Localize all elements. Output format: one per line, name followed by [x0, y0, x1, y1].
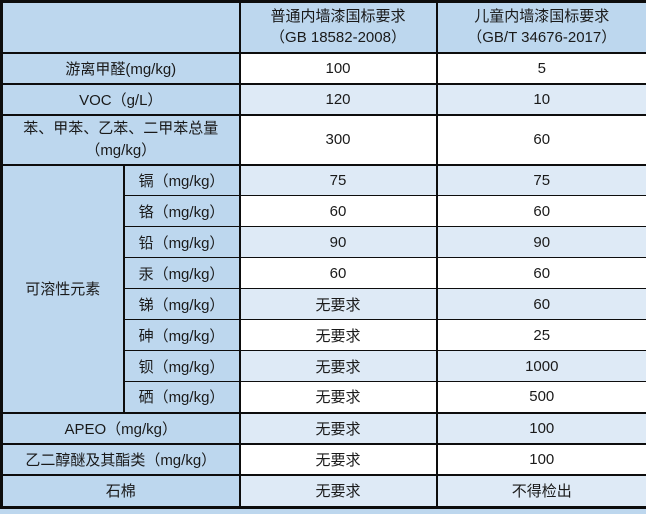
- row-label-line2: （mg/kg）: [85, 141, 157, 159]
- row-label: 苯、甲苯、乙苯、二甲苯总量 （mg/kg）: [0, 113, 241, 166]
- ordinary-value: 75: [238, 164, 438, 196]
- children-value: 60: [435, 113, 646, 166]
- row-label: 铅（mg/kg）: [122, 226, 241, 258]
- table-header-row: 普通内墙漆国标要求 （GB 18582-2008） 儿童内墙漆国标要求 （GB/…: [0, 0, 646, 54]
- row-benzene-total: 苯、甲苯、乙苯、二甲苯总量 （mg/kg） 300 60: [0, 113, 646, 166]
- ordinary-value: 无要求: [238, 319, 438, 351]
- row-free-formaldehyde: 游离甲醛(mg/kg) 100 5: [0, 51, 646, 85]
- children-value: 1000: [435, 350, 646, 382]
- ordinary-value: 无要求: [238, 442, 438, 476]
- row-label: 游离甲醛(mg/kg): [0, 51, 241, 85]
- children-value: 5: [435, 51, 646, 85]
- row-arsenic: 砷（mg/kg） 无要求 25: [2, 319, 646, 351]
- row-label: 砷（mg/kg）: [122, 319, 241, 351]
- row-selenium: 硒（mg/kg） 无要求 500: [2, 381, 646, 413]
- header-corner-cell: [0, 0, 241, 54]
- cutoff-next-row-strip: [0, 509, 646, 514]
- row-label-line1: 苯、甲苯、乙苯、二甲苯总量: [23, 119, 219, 137]
- row-glycol-ethers: 乙二醇醚及其酯类（mg/kg） 无要求 100: [0, 442, 646, 476]
- row-label: 石棉: [0, 473, 241, 509]
- row-asbestos: 石棉 无要求 不得检出: [0, 473, 646, 509]
- children-value: 75: [435, 164, 646, 196]
- row-label: 乙二醇醚及其酯类（mg/kg）: [0, 442, 241, 476]
- row-label: 铬（mg/kg）: [122, 195, 241, 227]
- row-label: 钡（mg/kg）: [122, 350, 241, 382]
- children-value: 100: [435, 411, 646, 445]
- children-value: 不得检出: [435, 473, 646, 509]
- header-ordinary-title: 普通内墙漆国标要求: [270, 7, 406, 25]
- row-lead: 铅（mg/kg） 90 90: [2, 226, 646, 258]
- row-antimony: 锑（mg/kg） 无要求 60: [2, 288, 646, 320]
- children-value: 60: [435, 288, 646, 320]
- header-children-standard-code: （GB/T 34676-2017）: [467, 29, 617, 47]
- ordinary-value: 无要求: [238, 473, 438, 509]
- children-value: 500: [435, 381, 646, 413]
- soluble-elements-group-label: 可溶性元素: [0, 164, 125, 413]
- children-value: 25: [435, 319, 646, 351]
- row-apeo: APEO（mg/kg） 无要求 100: [0, 411, 646, 445]
- row-label: VOC（g/L）: [0, 82, 241, 116]
- ordinary-value: 无要求: [238, 288, 438, 320]
- ordinary-value: 90: [238, 226, 438, 258]
- row-chromium: 铬（mg/kg） 60 60: [2, 195, 646, 227]
- row-label: APEO（mg/kg）: [0, 411, 241, 445]
- row-label: 硒（mg/kg）: [122, 381, 241, 413]
- row-voc: VOC（g/L） 120 10: [0, 82, 646, 116]
- children-value: 60: [435, 257, 646, 289]
- header-children-title: 儿童内墙漆国标要求: [474, 7, 610, 25]
- children-value: 60: [435, 195, 646, 227]
- ordinary-value: 100: [238, 51, 438, 85]
- row-label: 镉（mg/kg）: [122, 164, 241, 196]
- children-value: 90: [435, 226, 646, 258]
- children-value: 100: [435, 442, 646, 476]
- header-children-paint: 儿童内墙漆国标要求 （GB/T 34676-2017）: [435, 0, 646, 54]
- ordinary-value: 无要求: [238, 411, 438, 445]
- ordinary-value: 无要求: [238, 350, 438, 382]
- row-label: 汞（mg/kg）: [122, 257, 241, 289]
- children-value: 10: [435, 82, 646, 116]
- ordinary-value: 300: [238, 113, 438, 166]
- ordinary-value: 60: [238, 257, 438, 289]
- row-cadmium: 可溶性元素 镉（mg/kg） 75 75: [0, 164, 646, 413]
- ordinary-value: 无要求: [238, 381, 438, 413]
- header-ordinary-standard-code: （GB 18582-2008）: [270, 29, 406, 47]
- header-ordinary-paint: 普通内墙漆国标要求 （GB 18582-2008）: [238, 0, 438, 54]
- ordinary-value: 120: [238, 82, 438, 116]
- ordinary-value: 60: [238, 195, 438, 227]
- row-label: 锑（mg/kg）: [122, 288, 241, 320]
- row-mercury: 汞（mg/kg） 60 60: [2, 257, 646, 289]
